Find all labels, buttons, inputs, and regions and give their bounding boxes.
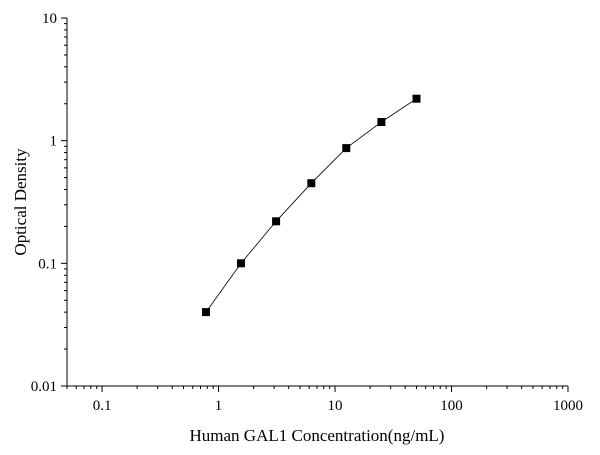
series-line [205,98,417,313]
data-point [272,217,281,226]
data-point [342,144,351,153]
data-point [377,118,386,126]
y-tick-label: 10 [42,11,57,27]
data-point [307,179,316,188]
x-tick-label: 10 [328,398,343,414]
y-tick-label: 1 [50,134,58,150]
x-tick-label: 1000 [553,398,583,414]
y-axis-title: Optical Density [11,148,30,256]
x-tick-label: 1 [215,398,223,414]
data-point [412,94,421,103]
y-ticks [61,17,67,387]
x-tick-labels: 0.1 1 10 100 1000 [93,398,583,414]
y-tick-label: 0.1 [38,256,57,272]
y-tick-label: 0.01 [31,379,57,395]
data-point [202,308,210,317]
x-axis-title: Human GAL1 Concentration(ng/mL) [190,426,445,445]
axes [66,18,568,387]
x-ticks [66,386,569,392]
y-tick-labels: 0.01 0.1 1 10 [31,11,57,395]
x-tick-label: 0.1 [93,398,112,414]
plot-area [202,94,421,317]
x-tick-label: 100 [440,398,463,414]
data-point [237,259,245,268]
